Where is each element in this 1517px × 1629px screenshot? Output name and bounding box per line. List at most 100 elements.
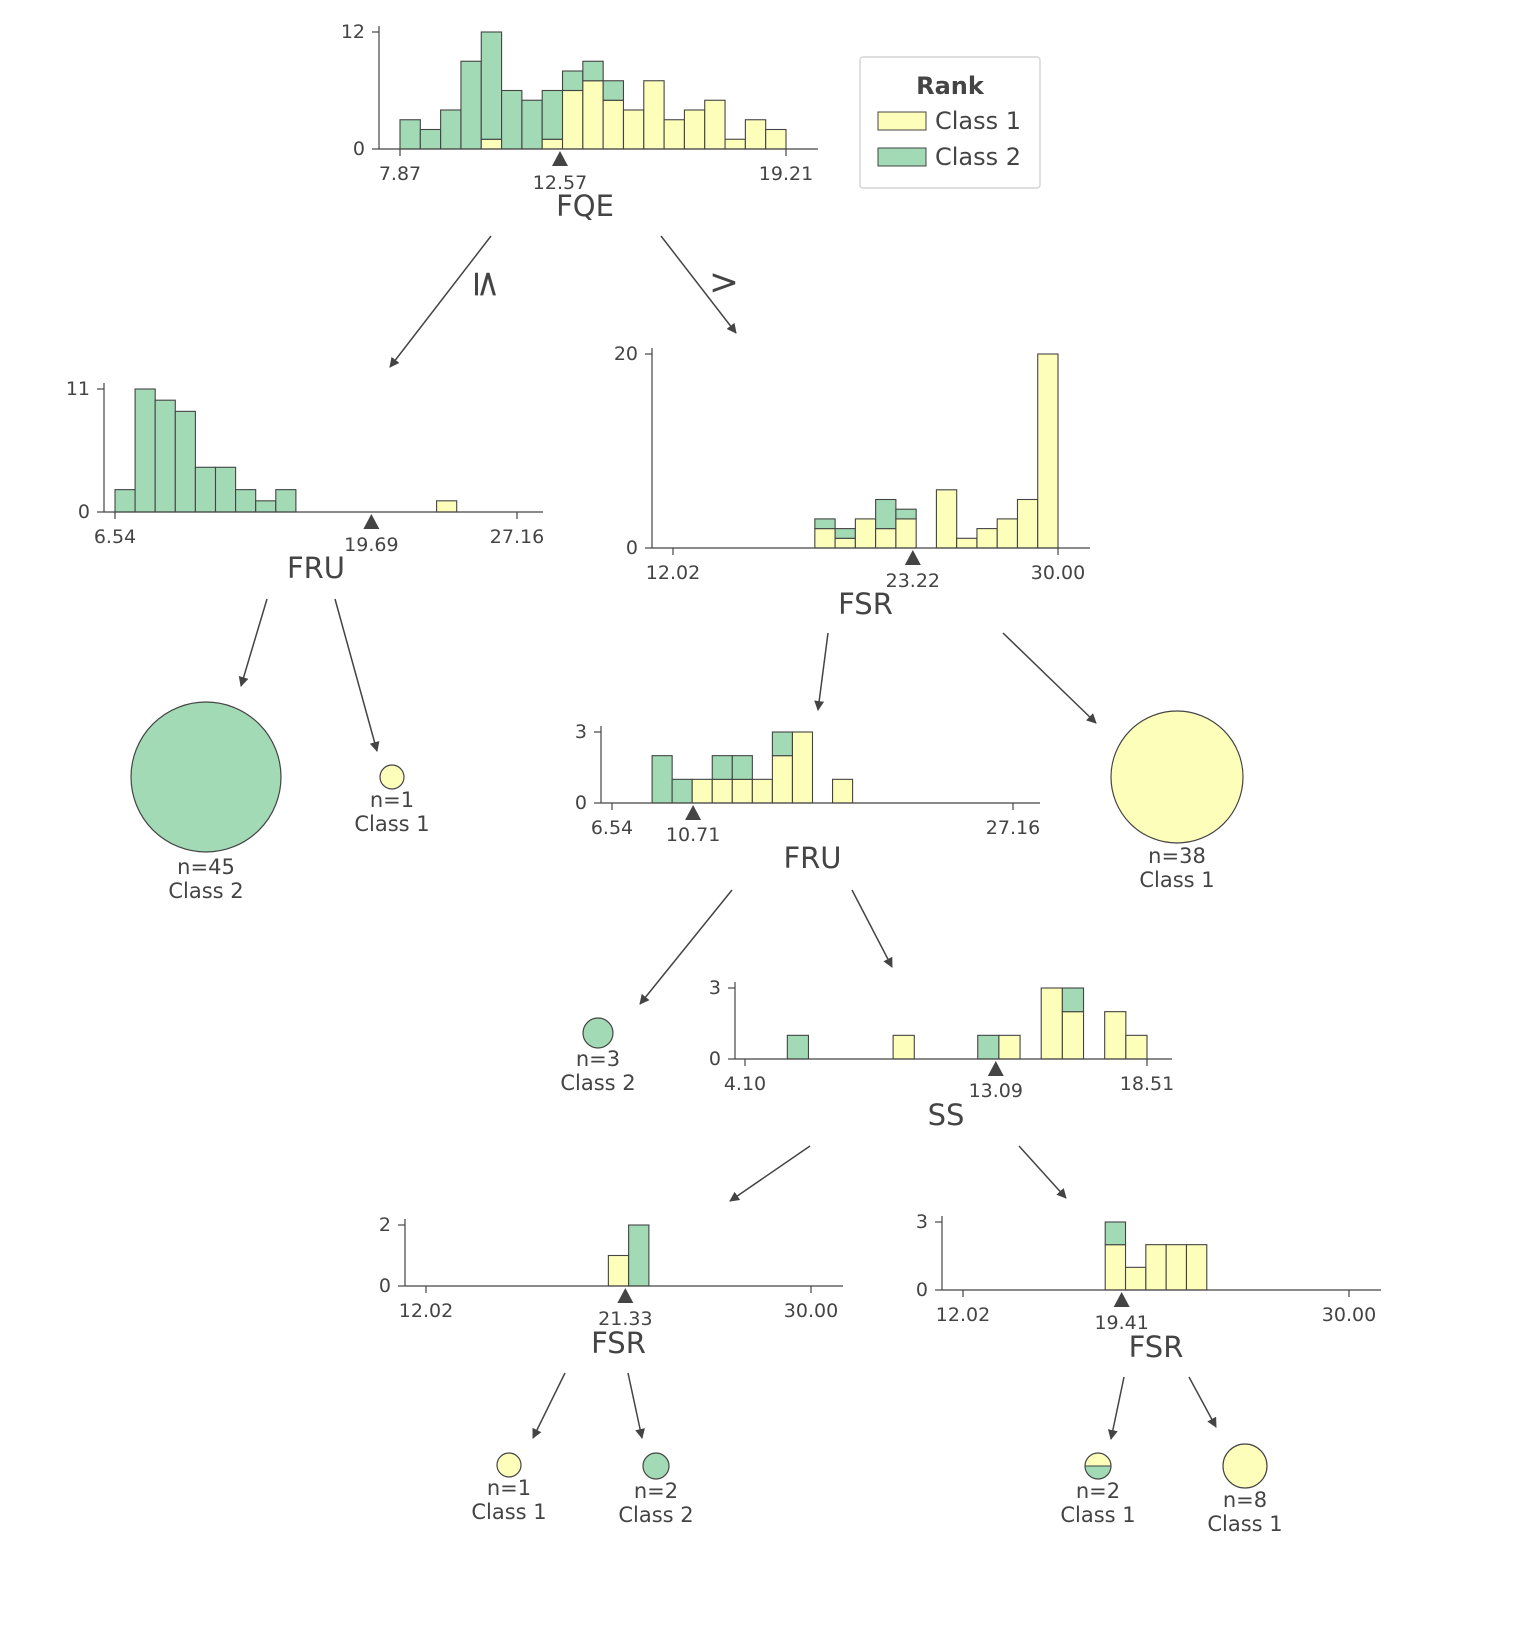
leaf-class-label: Class 2 — [168, 879, 243, 903]
edge-arrow-12 — [627, 1372, 645, 1439]
hist-bar-class1 — [1185, 1244, 1208, 1291]
split-point-marker — [904, 550, 921, 565]
split-value-label: 19.41 — [1094, 1312, 1148, 1334]
leaf-class-label: Class 1 — [471, 1500, 546, 1524]
x-tick-label: 27.16 — [986, 817, 1040, 839]
hist-bar-class2 — [786, 1034, 810, 1060]
hist-bar-class1 — [1165, 1244, 1188, 1291]
split-value-label: 19.69 — [344, 534, 398, 556]
split-point-marker — [987, 1061, 1004, 1076]
leaf-circle — [130, 701, 282, 853]
split-point-marker — [551, 151, 568, 166]
hist-bar-class1 — [791, 731, 814, 804]
hist-bar-class1 — [996, 518, 1019, 549]
hist-bar-class1 — [602, 99, 625, 150]
hist-bar-class1 — [1104, 1244, 1127, 1291]
leaf-circle — [582, 1017, 614, 1049]
hist-bar-class2 — [731, 755, 753, 780]
hist-bar-class2 — [628, 1224, 650, 1287]
hist-bar-class2 — [651, 755, 673, 804]
x-tick-label: 30.00 — [1031, 562, 1085, 584]
hist-bar-class1 — [561, 89, 584, 150]
hist-bar-class1 — [683, 109, 706, 150]
hist-bar-class2 — [541, 89, 564, 140]
feature-name: FSR — [838, 587, 893, 621]
split-value-label: 12.57 — [533, 172, 587, 194]
y-tick-label: 0 — [626, 537, 638, 559]
hist-bar-class1 — [724, 138, 746, 150]
edge-arrow-5 — [814, 632, 829, 711]
y-tick-label: 0 — [575, 792, 587, 814]
hist-bar-class2 — [1104, 1221, 1127, 1246]
hist-bar-class1 — [998, 1034, 1021, 1060]
legend-entry-label: Class 2 — [935, 143, 1021, 171]
leaf-circle — [1222, 1443, 1268, 1489]
y-tick-label: 3 — [575, 721, 587, 743]
split-value-label: 13.09 — [969, 1080, 1023, 1102]
hist-bar-class1 — [663, 119, 685, 150]
hist-bar-class2 — [235, 489, 257, 513]
split-value-label: 10.71 — [666, 824, 720, 846]
hist-bar-class2 — [895, 508, 917, 520]
hist-bar-class1 — [854, 518, 877, 549]
split-value-label: 23.22 — [886, 570, 940, 592]
hist-bar-class2 — [1061, 987, 1085, 1013]
y-tick-label: 2 — [379, 1214, 391, 1236]
y-tick-label: 3 — [709, 977, 721, 999]
split-point-marker — [1113, 1292, 1130, 1307]
hist-bar-class1 — [875, 528, 897, 549]
x-tick-label: 27.16 — [490, 526, 544, 548]
legend-entry-label: Class 1 — [935, 107, 1021, 135]
x-tick-label: 18.51 — [1120, 1073, 1174, 1095]
hist-bar-class1 — [480, 138, 503, 150]
split-point-marker — [363, 514, 380, 529]
edge-arrow-2 — [660, 235, 737, 334]
leaf-class-label: Class 1 — [1139, 868, 1214, 892]
feature-name: FSR — [1129, 1330, 1184, 1364]
hist-bar-class2 — [875, 498, 897, 530]
hist-bar-class2 — [194, 466, 217, 513]
legend-swatch — [877, 111, 927, 131]
split-value-label: 21.33 — [598, 1308, 652, 1330]
hist-bar-class2 — [214, 466, 237, 513]
leaf-circle-outline — [1084, 1452, 1112, 1480]
leaf-class-label: Class 2 — [618, 1503, 693, 1527]
edge-arrow-8 — [851, 889, 893, 968]
hist-bar-class2 — [460, 60, 482, 150]
hist-bar-class2 — [561, 70, 584, 92]
x-tick-label: 12.02 — [936, 1304, 990, 1326]
y-tick-label: 0 — [353, 138, 365, 160]
edge-arrow-10 — [1018, 1145, 1067, 1199]
hist-bar-class2 — [255, 500, 277, 513]
split-point-marker — [617, 1288, 634, 1303]
leaf-sample-count: n=2 — [1076, 1479, 1120, 1503]
leaf-portion-class1 — [1085, 1453, 1111, 1466]
y-tick-label: 0 — [709, 1048, 721, 1070]
edge-arrow-9 — [729, 1145, 811, 1202]
hist-bar-class1 — [892, 1034, 915, 1060]
hist-bar-class1 — [1145, 1244, 1167, 1291]
edge-arrow-1 — [389, 235, 492, 368]
y-tick-label: 20 — [614, 343, 638, 365]
hist-bar-class1 — [643, 80, 665, 150]
hist-bar-class2 — [501, 89, 523, 150]
hist-bar-class1 — [436, 500, 458, 513]
leaf-sample-count: n=8 — [1223, 1488, 1267, 1512]
edge-label-le: ≤ — [466, 269, 507, 299]
legend: Rank Class 1 Class 2 — [859, 56, 1041, 189]
x-tick-label: 30.00 — [784, 1300, 838, 1322]
hist-bar-class1 — [1061, 1011, 1085, 1060]
hist-bar-class2 — [771, 731, 794, 757]
hist-bar-class1 — [744, 119, 767, 150]
leaf-sample-count: n=3 — [576, 1047, 620, 1071]
x-tick-label: 30.00 — [1322, 1304, 1376, 1326]
leaf-sample-count: n=2 — [634, 1479, 678, 1503]
